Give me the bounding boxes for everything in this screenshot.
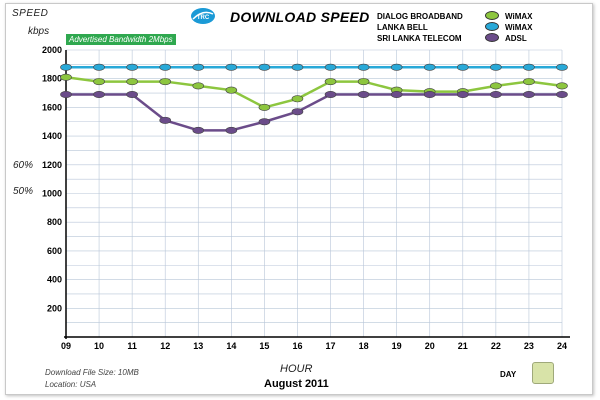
data-point — [258, 103, 271, 111]
y-tick-label: 1400 — [42, 131, 62, 141]
data-point — [159, 78, 171, 86]
data-point — [291, 108, 304, 116]
data-point — [390, 63, 403, 71]
logo-text: TRC — [197, 15, 210, 21]
y-tick-label: 800 — [47, 217, 62, 227]
y-tick-label: 200 — [47, 303, 62, 313]
data-point — [225, 86, 238, 94]
data-point — [490, 90, 502, 98]
y-tick-label: 1800 — [42, 74, 62, 84]
percent-50-label: 50% — [13, 186, 34, 197]
legend-marker-icon — [485, 33, 499, 42]
data-point — [93, 78, 105, 86]
data-point — [390, 90, 403, 98]
data-point — [456, 63, 469, 71]
data-point — [225, 63, 238, 71]
data-point — [258, 118, 271, 126]
x-tick-label: 14 — [226, 341, 236, 351]
y-tick-label: 400 — [47, 275, 62, 285]
data-point — [126, 78, 138, 86]
data-point — [258, 63, 271, 71]
speed-label: SPEED — [12, 8, 49, 19]
data-point — [523, 63, 535, 71]
legend-marker-icon — [485, 22, 499, 31]
data-point — [490, 82, 502, 90]
data-point — [324, 90, 337, 98]
y-tick-label: 2000 — [42, 45, 62, 55]
data-point — [556, 63, 568, 71]
data-point — [423, 63, 436, 71]
advertised-bandwidth-badge: Advertised Bandwidth 2Mbps — [66, 34, 176, 45]
data-point — [93, 90, 105, 98]
data-point — [159, 116, 171, 124]
data-point — [159, 63, 171, 71]
data-point — [60, 90, 72, 98]
data-point — [357, 63, 370, 71]
data-point — [556, 90, 568, 98]
x-axis-label: HOUR — [280, 363, 313, 375]
data-point — [126, 90, 138, 98]
data-point — [192, 63, 205, 71]
x-tick-label: 15 — [259, 341, 269, 351]
x-tick-label: 16 — [292, 341, 302, 351]
x-tick-label: 12 — [160, 341, 170, 351]
legend-series-name: WiMAX — [505, 23, 533, 32]
x-tick-label: 21 — [458, 341, 468, 351]
chart-title: DOWNLOAD SPEED — [230, 9, 370, 25]
x-tick-label: 23 — [524, 341, 534, 351]
series-line — [65, 76, 563, 109]
legend-operator: SRI LANKA TELECOM — [377, 34, 462, 43]
data-point — [324, 78, 337, 86]
data-point — [192, 126, 205, 134]
day-label: DAY — [500, 370, 517, 379]
data-point — [490, 63, 502, 71]
data-point — [556, 82, 568, 90]
data-point — [523, 78, 535, 86]
x-tick-label: 22 — [491, 341, 501, 351]
y-tick-label: 1600 — [42, 102, 62, 112]
month-label: August 2011 — [264, 378, 329, 390]
data-point — [60, 73, 72, 81]
y-tick-label: 1000 — [42, 189, 62, 199]
legend-marker-icon — [485, 11, 499, 20]
file-size-note: Download File Size: 10MB — [45, 368, 139, 377]
x-tick-label: 24 — [557, 341, 567, 351]
unit-label: kbps — [28, 26, 50, 37]
x-tick-label: 19 — [392, 341, 402, 351]
data-point — [192, 82, 205, 90]
data-point — [357, 78, 370, 86]
data-point — [523, 90, 535, 98]
y-tick-label: 1200 — [42, 160, 62, 170]
data-point — [357, 90, 370, 98]
x-tick-label: 13 — [193, 341, 203, 351]
location-note: Location: USA — [45, 380, 97, 389]
legend-operator: LANKA BELL — [377, 23, 428, 32]
chart-frame — [5, 3, 593, 395]
data-point — [225, 126, 238, 134]
data-point — [423, 90, 436, 98]
x-tick-label: 17 — [326, 341, 336, 351]
x-tick-label: 11 — [127, 341, 137, 351]
x-tick-label: 10 — [94, 341, 104, 351]
legend-operator: DIALOG BROADBAND — [377, 12, 463, 21]
data-point — [324, 63, 337, 71]
series-line — [66, 93, 562, 132]
x-tick-label: 20 — [425, 341, 435, 351]
legend-series-name: ADSL — [505, 34, 527, 43]
day-swatch — [532, 362, 554, 384]
x-tick-label: 09 — [61, 341, 71, 351]
data-point — [291, 95, 304, 103]
trc-logo-icon: TRC — [191, 8, 215, 24]
legend-series-name: WiMAX — [505, 12, 533, 21]
x-tick-label: 18 — [359, 341, 369, 351]
data-point — [93, 63, 105, 71]
data-point — [60, 63, 72, 71]
data-point — [291, 63, 304, 71]
data-point — [126, 63, 138, 71]
y-tick-label: 600 — [47, 246, 62, 256]
data-point — [456, 90, 469, 98]
percent-60-label: 60% — [13, 160, 34, 171]
